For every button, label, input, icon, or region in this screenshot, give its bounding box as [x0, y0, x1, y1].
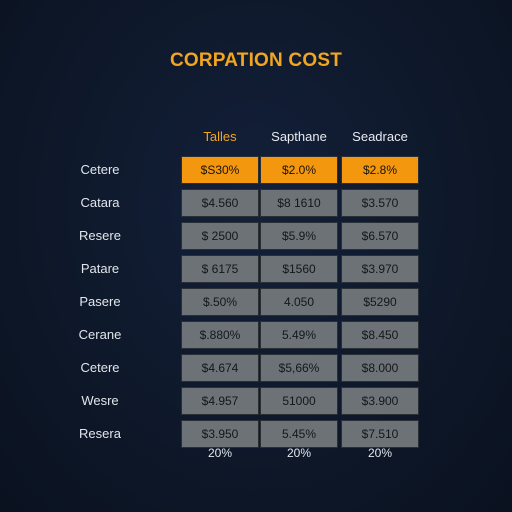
row-label: Catara	[80, 195, 120, 210]
table-cell: $3.570	[341, 189, 419, 217]
column-header: Talles	[203, 129, 237, 144]
row-label: Resera	[79, 426, 121, 441]
row-label: Wesre	[81, 393, 119, 408]
table-cell: 5.45%	[260, 420, 338, 448]
row-label: Pasere	[79, 294, 121, 309]
table-cell: $3.950	[181, 420, 259, 448]
row-label: Cetere	[80, 360, 120, 375]
table-cell: $3.970	[341, 255, 419, 283]
table-cell: $S30%	[181, 156, 259, 184]
table-cell: 51000	[260, 387, 338, 415]
table-cell: $8.000	[341, 354, 419, 382]
column-header: Sapthane	[271, 129, 327, 144]
table-cell: $8 1610	[260, 189, 338, 217]
table-cell: $ 2500	[181, 222, 259, 250]
table-cell: $4.674	[181, 354, 259, 382]
column-header: Seadrace	[352, 129, 408, 144]
table-cell: $2.8%	[341, 156, 419, 184]
footer-value: 20%	[286, 446, 312, 460]
table-cell: $5.9%	[260, 222, 338, 250]
footer-value: 20%	[207, 446, 233, 460]
table-cell: $3.900	[341, 387, 419, 415]
row-label: Cetere	[80, 162, 120, 177]
table-cell: $8.450	[341, 321, 419, 349]
footer-value: 20%	[367, 446, 393, 460]
table-cell: $ 6175	[181, 255, 259, 283]
table-cell: 4.050	[260, 288, 338, 316]
table-cell: $.50%	[181, 288, 259, 316]
table-cell: $5,66%	[260, 354, 338, 382]
row-label: Patare	[80, 261, 120, 276]
row-label: Cerane	[78, 327, 122, 342]
chart-title: CORPATION COST	[169, 50, 343, 71]
table-cell: $4.560	[181, 189, 259, 217]
table-cell: $.880%	[181, 321, 259, 349]
table-cell: $5290	[341, 288, 419, 316]
row-label: Resere	[79, 228, 121, 243]
table-cell: $6.570	[341, 222, 419, 250]
table-cell: $1560	[260, 255, 338, 283]
table-cell: $2.0%	[260, 156, 338, 184]
table-cell: 5.49%	[260, 321, 338, 349]
table-cell: $7.510	[341, 420, 419, 448]
table-cell: $4.957	[181, 387, 259, 415]
